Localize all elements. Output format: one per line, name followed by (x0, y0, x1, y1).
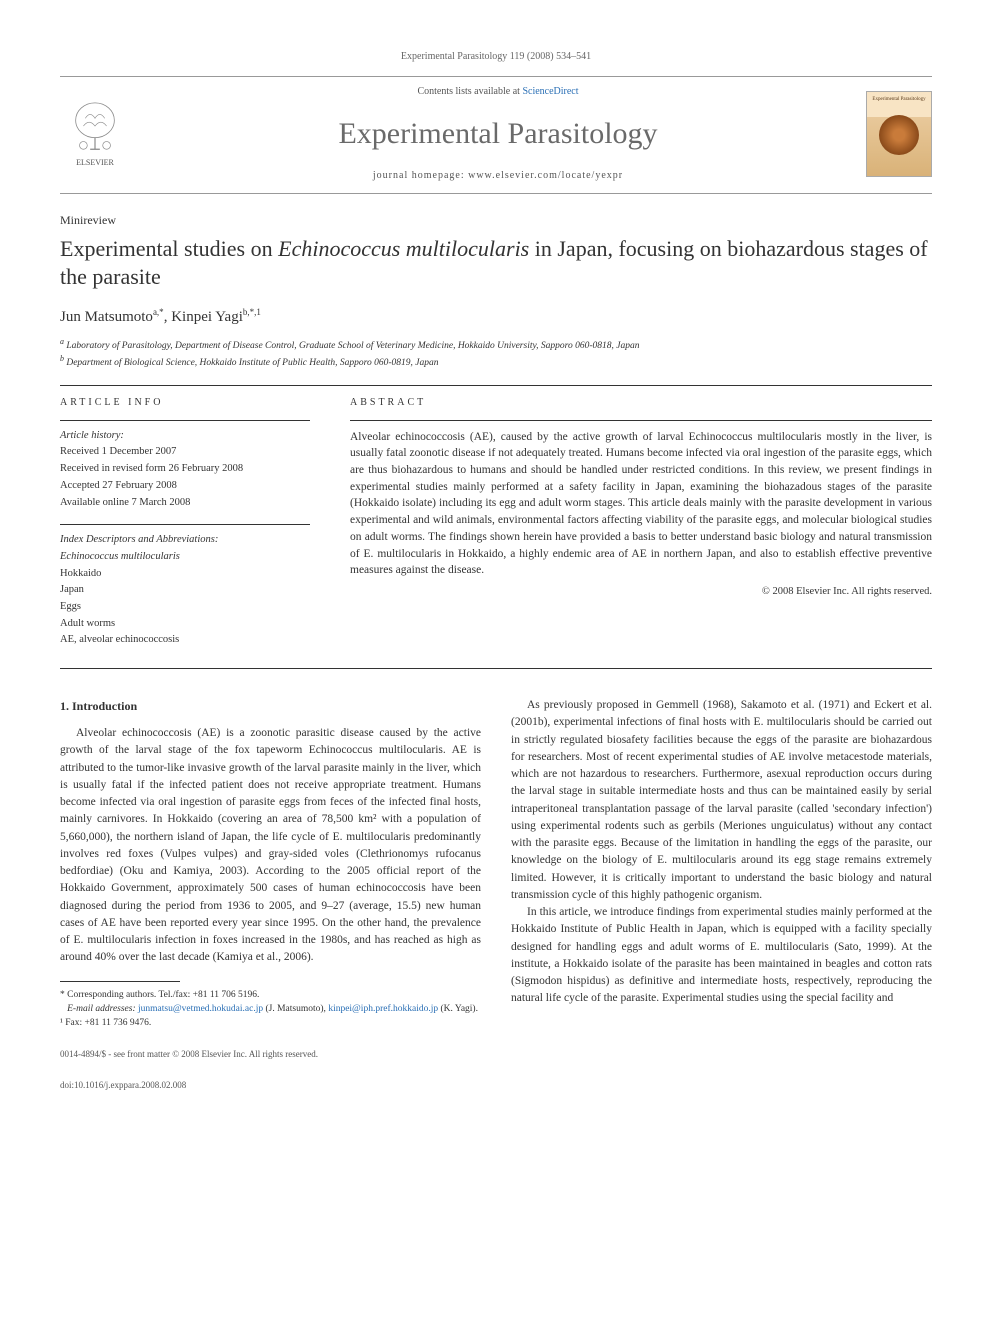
affiliation-b: b Department of Biological Science, Hokk… (60, 353, 932, 370)
journal-homepage: journal homepage: www.elsevier.com/locat… (130, 169, 866, 183)
keywords-label: Index Descriptors and Abbreviations: (60, 533, 310, 548)
emails-label: E-mail addresses: (67, 1004, 136, 1014)
footer-doi: doi:10.1016/j.exppara.2008.02.008 (60, 1079, 932, 1092)
history-accepted: Accepted 27 February 2008 (60, 479, 310, 494)
meta-top-rule (60, 385, 932, 386)
history-received: Received 1 December 2007 (60, 445, 310, 460)
body-column-right: As previously proposed in Gemmell (1968)… (511, 697, 932, 1030)
email-link-1[interactable]: junmatsu@vetmed.hokudai.ac.jp (138, 1004, 263, 1014)
abstract-rule (350, 420, 932, 421)
author-2: Kinpei Yagi (171, 309, 243, 325)
keywords-rule (60, 524, 310, 525)
intro-paragraph-2: As previously proposed in Gemmell (1968)… (511, 697, 932, 904)
authors: Jun Matsumotoa,*, Kinpei Yagib,*,1 (60, 306, 932, 328)
running-header: Experimental Parasitology 119 (2008) 534… (60, 50, 932, 64)
article-title: Experimental studies on Echinococcus mul… (60, 235, 932, 292)
footnote-fax: ¹ Fax: +81 11 736 9476. (60, 1016, 481, 1030)
abstract-heading: ABSTRACT (350, 396, 932, 410)
copyright-line: © 2008 Elsevier Inc. All rights reserved… (350, 585, 932, 600)
history-online: Available online 7 March 2008 (60, 496, 310, 511)
top-rule (60, 76, 932, 77)
article-info-column: ARTICLE INFO Article history: Received 1… (60, 396, 310, 650)
footnote-corresponding: * Corresponding authors. Tel./fax: +81 1… (60, 988, 481, 1002)
title-pre: Experimental studies on (60, 236, 278, 261)
email-link-2[interactable]: kinpei@iph.pref.hokkaido.jp (328, 1004, 438, 1014)
contents-prefix: Contents lists available at (417, 86, 522, 97)
article-type: Minireview (60, 212, 932, 229)
homepage-url: www.elsevier.com/locate/yexpr (468, 170, 623, 181)
body-rule (60, 668, 932, 669)
cover-image-icon (879, 115, 919, 155)
section-number: 1. (60, 699, 69, 713)
footer-issn: 0014-4894/$ - see front matter © 2008 El… (60, 1048, 932, 1061)
body-column-left: 1. Introduction Alveolar echinococcosis … (60, 697, 481, 1030)
affiliations: a Laboratory of Parasitology, Department… (60, 336, 932, 371)
elsevier-logo: ELSEVIER (60, 99, 130, 168)
intro-paragraph-1: Alveolar echinococcosis (AE) is a zoonot… (60, 725, 481, 967)
article-info-heading: ARTICLE INFO (60, 396, 310, 410)
footnote-emails: E-mail addresses: junmatsu@vetmed.hokuda… (60, 1002, 481, 1016)
body-columns: 1. Introduction Alveolar echinococcosis … (60, 697, 932, 1030)
cover-title: Experimental Parasitology (872, 96, 925, 103)
abstract-column: ABSTRACT Alveolar echinococcosis (AE), c… (350, 396, 932, 650)
contents-line: Contents lists available at ScienceDirec… (130, 85, 866, 99)
title-species: Echinococcus multilocularis (278, 236, 529, 261)
email-1-name: (J. Matsumoto), (266, 1004, 326, 1014)
section-title: Introduction (72, 699, 137, 713)
masthead: ELSEVIER Contents lists available at Sci… (60, 85, 932, 194)
sciencedirect-link[interactable]: ScienceDirect (522, 86, 578, 97)
keyword-1: Hokkaido (60, 567, 310, 582)
section-heading: 1. Introduction (60, 697, 481, 715)
author-1-sup: a,* (153, 307, 164, 317)
email-2-name: (K. Yagi). (441, 1004, 478, 1014)
keyword-2: Japan (60, 583, 310, 598)
history-revised: Received in revised form 26 February 200… (60, 462, 310, 477)
keyword-3: Eggs (60, 600, 310, 615)
intro-paragraph-3: In this article, we introduce findings f… (511, 904, 932, 1008)
elsevier-tree-icon (66, 99, 124, 157)
keyword-5: AE, alveolar echinococcosis (60, 633, 310, 648)
history-label: Article history: (60, 429, 310, 444)
author-2-sup: b,*,1 (243, 307, 261, 317)
affiliation-a: a Laboratory of Parasitology, Department… (60, 336, 932, 353)
info-rule (60, 420, 310, 421)
journal-cover-thumbnail: Experimental Parasitology (866, 91, 932, 177)
footnotes-rule (60, 981, 180, 982)
elsevier-label: ELSEVIER (76, 157, 114, 168)
homepage-prefix: journal homepage: (373, 170, 468, 181)
abstract-text: Alveolar echinococcosis (AE), caused by … (350, 429, 932, 579)
keyword-4: Adult worms (60, 617, 310, 632)
keyword-0: Echinococcus multilocularis (60, 550, 310, 565)
meta-row: ARTICLE INFO Article history: Received 1… (60, 396, 932, 650)
author-1: Jun Matsumoto (60, 309, 153, 325)
journal-title: Experimental Parasitology (130, 113, 866, 155)
